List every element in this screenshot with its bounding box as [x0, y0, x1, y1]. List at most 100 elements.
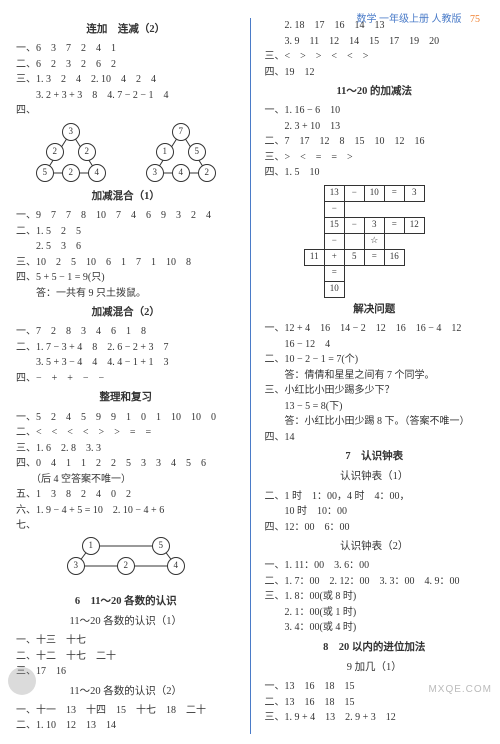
puzzle-cell: [424, 249, 444, 265]
puzzle-cell: [344, 265, 364, 281]
puzzle-cell: =: [384, 217, 404, 233]
edition: 人教版: [432, 14, 462, 25]
puzzle-cell: [424, 201, 444, 217]
text-line: 一、1. 11：00 3. 6：00: [265, 558, 485, 574]
puzzle-cell: [344, 281, 364, 297]
text-line: 二、十二 十七 二十: [16, 649, 236, 665]
text-line: 一、十三 十七: [16, 633, 236, 649]
node: 2: [62, 164, 80, 182]
puzzle-cell: 5: [344, 249, 364, 265]
text-line: （后 4 空答案不唯一）: [16, 472, 236, 488]
text-line: 2. 5 3 6: [16, 239, 236, 255]
text-line: 二、10 − 2 − 1 = 7(个): [265, 352, 485, 368]
column-divider: [250, 18, 251, 734]
section-title: 加减混合（2）: [16, 305, 236, 321]
text-line: 四、: [16, 103, 236, 119]
node: 2: [46, 143, 64, 161]
left-column: 连加 连减（2） 一、6 3 7 2 4 1 二、6 2 3 2 6 2 三、1…: [16, 18, 236, 734]
text-line: 四、19 12: [265, 65, 485, 81]
node: 5: [188, 143, 206, 161]
puzzle-cell: [424, 233, 444, 249]
text-line: 二、1. 7 − 3 + 4 8 2. 6 − 2 + 3 7: [16, 340, 236, 356]
triangle-1: 3 5 4 2 2 2: [31, 123, 111, 183]
page-number: 75: [470, 14, 480, 25]
text-line: 答：一共有 9 只土拨鼠。: [16, 286, 236, 302]
text-line: 一、9 7 7 8 10 7 4 6 9 3 2 4: [16, 208, 236, 224]
puzzle-cell: [404, 249, 424, 265]
puzzle-cell: [364, 265, 384, 281]
text-line: 三、1. 8：00(或 8 时): [265, 589, 485, 605]
text-line: 三、< > > < < >: [265, 49, 485, 65]
text-line: 3. 5 + 3 − 4 4 4. 4 − 1 + 1 3: [16, 355, 236, 371]
puzzle-cell: 10: [364, 185, 384, 201]
puzzle-cell: [404, 233, 424, 249]
section-title: 7 认识钟表: [265, 449, 485, 465]
puzzle-cell: [304, 265, 324, 281]
puzzle-cell: [404, 201, 424, 217]
puzzle-cell: [424, 185, 444, 201]
puzzle-cell: −: [344, 217, 364, 233]
text-line: 四、− + + − −: [16, 371, 236, 387]
puzzle-cell: [344, 201, 364, 217]
text-line: 二、1. 5 2 5: [16, 224, 236, 240]
node: 1: [82, 537, 100, 555]
puzzle-cell: 12: [404, 217, 424, 233]
section-title: 加减混合（1）: [16, 189, 236, 205]
puzzle-cell: 10: [324, 281, 344, 297]
puzzle-cell: −: [324, 201, 344, 217]
section-title: 连加 连减（2）: [16, 22, 236, 38]
text-line: 一、6 3 7 2 4 1: [16, 41, 236, 57]
text-line: 一、7 2 8 3 4 6 1 8: [16, 324, 236, 340]
page-body: 连加 连减（2） 一、6 3 7 2 4 1 二、6 2 3 2 6 2 三、1…: [0, 0, 500, 744]
subsection-title: 11～20 各数的认识（2）: [16, 684, 236, 700]
puzzle-cell: [384, 265, 404, 281]
subsection-title: 11～20 各数的认识（1）: [16, 614, 236, 630]
puzzle-cell: [424, 217, 444, 233]
text-line: 四、5 + 5 − 1 = 9(只): [16, 270, 236, 286]
text-line: 一、1. 16 − 6 10: [265, 103, 485, 119]
node: 4: [88, 164, 106, 182]
section-title: 整理和复习: [16, 390, 236, 406]
puzzle-cell: [424, 281, 444, 297]
text-line: 二、13 16 18 15: [265, 695, 485, 711]
node: 2: [198, 164, 216, 182]
text-line: 四、12：00 6：00: [265, 520, 485, 536]
puzzle-cell: [304, 233, 324, 249]
puzzle-cell: 15: [324, 217, 344, 233]
node: 1: [156, 143, 174, 161]
puzzle-cell: =: [324, 265, 344, 281]
right-column: 2. 18 17 16 14 13 3. 9 11 12 14 15 17 19…: [265, 18, 485, 734]
puzzle-cell: [364, 201, 384, 217]
puzzle-cell: [304, 281, 324, 297]
text-line: 2. 3 + 10 13: [265, 119, 485, 135]
subject: 数学: [357, 14, 377, 25]
node: 5: [152, 537, 170, 555]
puzzle-cell: −: [344, 185, 364, 201]
watermark-badge-icon: [8, 667, 36, 695]
text-line: 三、> < = = >: [265, 150, 485, 166]
puzzle-cell: [384, 281, 404, 297]
text-line: 二、6 2 3 2 6 2: [16, 57, 236, 73]
watermark-text: MXQE.COM: [428, 684, 492, 695]
text-line: 10 时 10：00: [265, 504, 485, 520]
text-line: 答：小红比小田少踢 8 下。（答案不唯一）: [265, 414, 485, 430]
text-line: 四、0 4 1 1 2 2 5 3 3 4 5 6: [16, 456, 236, 472]
text-line: 五、1 3 8 2 4 0 2: [16, 487, 236, 503]
text-line: 三、1. 3 2 4 2. 10 4 2 4: [16, 72, 236, 88]
puzzle-cell: −: [324, 233, 344, 249]
puzzle-cell: 16: [384, 249, 404, 265]
puzzle-cell: =: [364, 249, 384, 265]
subsection-title: 认识钟表（1）: [265, 469, 485, 485]
node: 7: [172, 123, 190, 141]
text-line: 3. 9 11 12 14 15 17 19 20: [265, 34, 485, 50]
puzzle-cell: [384, 201, 404, 217]
text-line: 一、5 2 4 5 9 9 1 0 1 10 10 0: [16, 410, 236, 426]
text-line: 三、17 16: [16, 664, 236, 680]
subsection-title: 认识钟表（2）: [265, 539, 485, 555]
subsection-title: 9 加几（1）: [265, 660, 485, 676]
puzzle-cell: [344, 233, 364, 249]
section-title: 11～20 的加减法: [265, 84, 485, 100]
node: 2: [117, 557, 135, 575]
section-title: 6 11～20 各数的认识: [16, 594, 236, 610]
text-line: 四、1. 5 10: [265, 165, 485, 181]
